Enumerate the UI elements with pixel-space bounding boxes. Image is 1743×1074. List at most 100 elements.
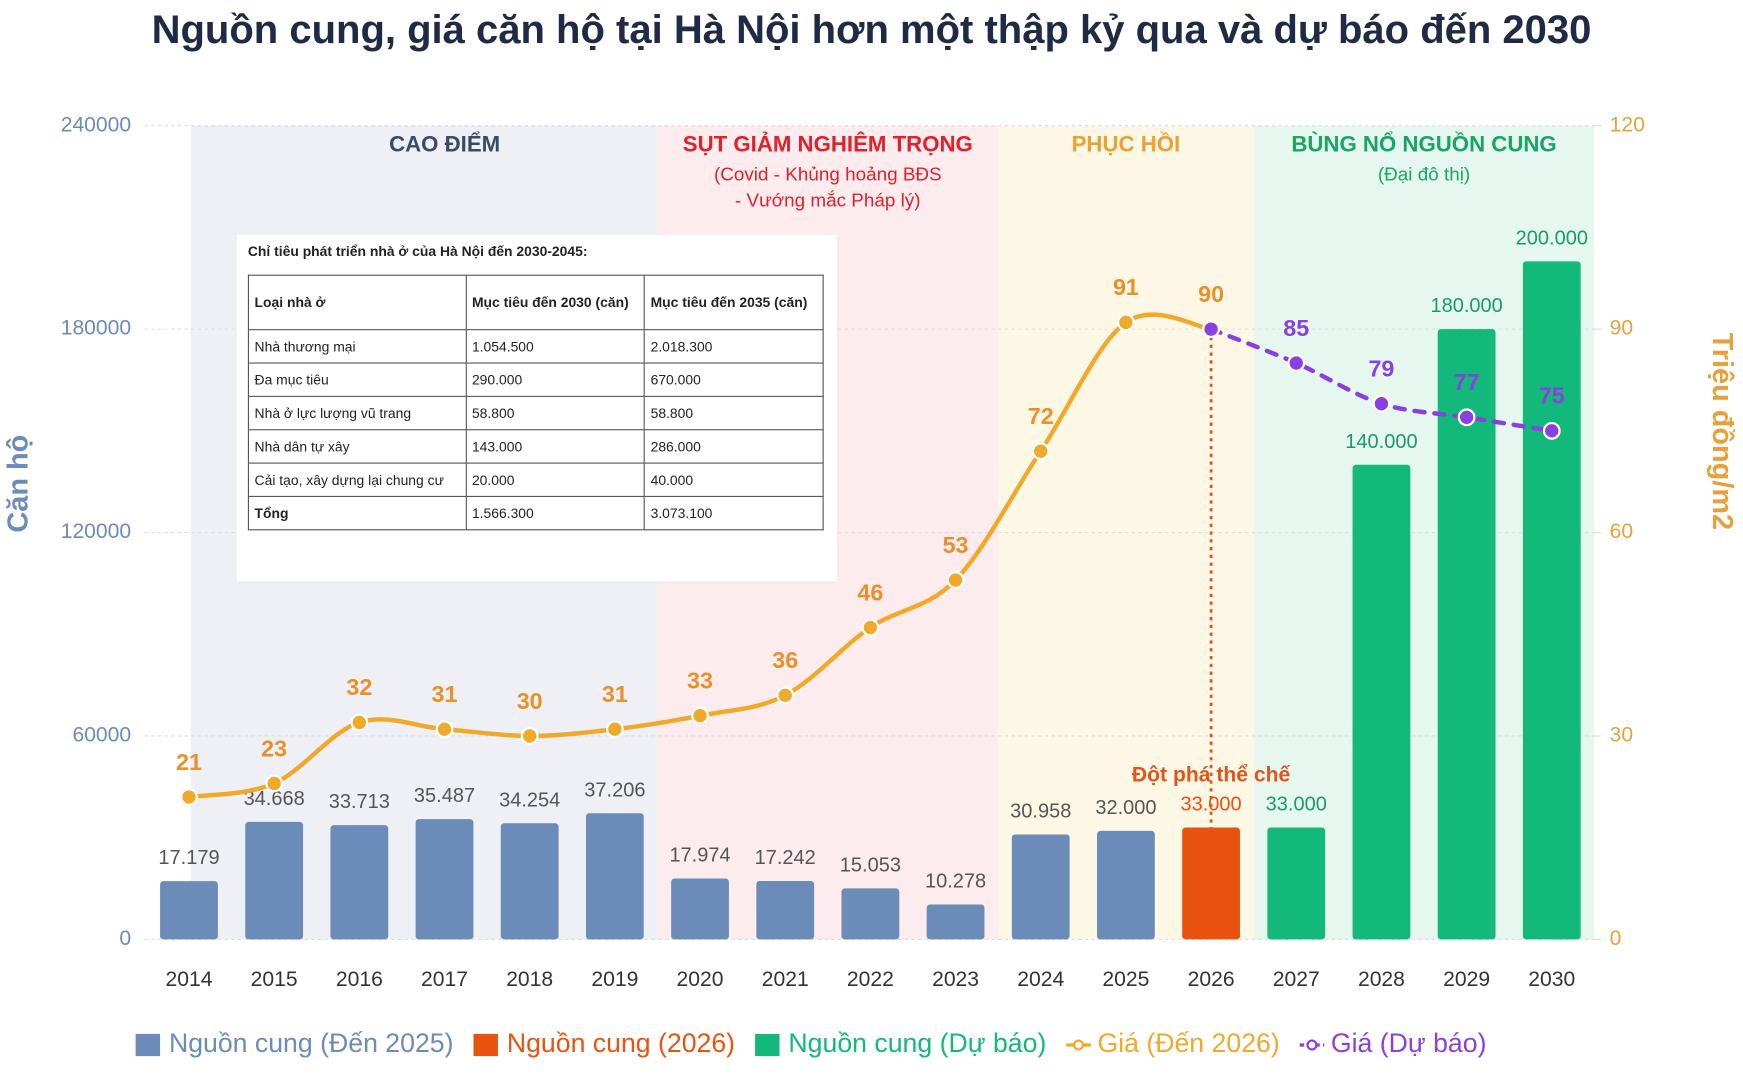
- bar: [1522, 261, 1581, 940]
- table-cell: 58.800: [643, 395, 824, 431]
- table-row: Cải tạo, xây dựng lại chung cư 20.000 40.0…: [247, 462, 824, 497]
- phase-note: - Vướng mắc Pháp lý): [735, 189, 921, 211]
- price-value-label: 75: [1539, 383, 1565, 409]
- price-point: [605, 720, 624, 739]
- price-point: [1457, 408, 1476, 427]
- price-point: [946, 571, 965, 589]
- table-cell: Nhà dân tự xây: [247, 429, 467, 464]
- x-tick-label: 2029: [1443, 968, 1490, 991]
- bar: [1437, 329, 1496, 940]
- x-tick-label: 2016: [336, 968, 383, 991]
- x-tick-label: 2023: [932, 968, 979, 991]
- x-tick-label: 2018: [506, 968, 553, 991]
- bar: [756, 880, 815, 940]
- bar: [1097, 830, 1155, 940]
- x-tick-label: 2017: [421, 968, 468, 991]
- x-tick-label: 2028: [1358, 968, 1405, 991]
- x-tick-label: 2027: [1273, 968, 1320, 991]
- price-value-label: 79: [1368, 356, 1394, 382]
- price-value-label: 23: [261, 735, 287, 761]
- price-point: [1542, 421, 1561, 440]
- price-point: [435, 720, 454, 739]
- y-tick-label: 60000: [72, 724, 131, 747]
- bar-value-label: 34.254: [499, 789, 560, 811]
- table-box: Chỉ tiêu phát triển nhà ở của Hà Nội đến…: [236, 234, 838, 582]
- bar-value-label: 33.000: [1266, 794, 1327, 816]
- bar: [245, 821, 304, 940]
- legend-swatch: [1306, 1039, 1318, 1051]
- bar-value-label: 17.974: [669, 845, 730, 867]
- price-point: [1372, 394, 1391, 413]
- table-cell: 3.073.100: [643, 495, 824, 531]
- legend-swatch: [755, 1033, 780, 1057]
- x-tick-label: 2024: [1017, 968, 1064, 991]
- price-value-label: 36: [772, 647, 798, 673]
- table-row: Nhà dân tự xây 143.000 286.000: [247, 429, 824, 464]
- legend-swatch: [1073, 1039, 1085, 1051]
- bar-value-label: 200.000: [1516, 227, 1588, 249]
- y-axis-title: Căn hộ: [3, 435, 35, 533]
- phase-title: BÙNG NỔ NGUỒN CUNG: [1291, 132, 1556, 157]
- bar: [926, 904, 985, 940]
- price-value-label: 90: [1198, 281, 1224, 307]
- price-point: [265, 774, 284, 793]
- bar-value-label: 140.000: [1345, 431, 1417, 453]
- x-tick-label: 2021: [762, 968, 809, 991]
- price-value-label: 31: [432, 681, 458, 707]
- price-point: [520, 727, 539, 745]
- x-tick-label: 2019: [591, 968, 638, 991]
- y-tick-label: 120000: [61, 520, 131, 543]
- bar-value-label: 17.179: [158, 847, 219, 869]
- price-value-label: 91: [1113, 274, 1139, 300]
- y-tick-label: 240000: [61, 113, 131, 136]
- bar-value-label: 32.000: [1095, 797, 1156, 819]
- table-cell: 286.000: [643, 429, 824, 464]
- legend-label: Giá (Dự báo): [1331, 1028, 1487, 1058]
- x-tick-label: 2022: [847, 968, 894, 991]
- x-tick-label: 2025: [1102, 968, 1149, 991]
- table-cell: Tổng: [247, 495, 467, 531]
- price-value-label: 31: [602, 681, 628, 707]
- chart-title: Nguồn cung, giá căn hộ tại Hà Nội hơn mộ…: [152, 8, 1592, 52]
- y-tick-label: 0: [119, 927, 131, 950]
- legend-label: Giá (Đến 2026): [1097, 1028, 1279, 1058]
- x-tick-label: 2026: [1188, 968, 1235, 991]
- legend-label: Nguồn cung (2026): [507, 1028, 735, 1058]
- table-cell: Đa mục tiêu: [247, 362, 467, 397]
- price-point: [1031, 442, 1050, 461]
- price-point: [776, 686, 795, 705]
- price-value-label: 53: [943, 532, 969, 558]
- bar: [500, 823, 559, 940]
- price-value-label: 33: [687, 667, 713, 693]
- table-cell: 143.000: [465, 429, 646, 464]
- bar: [1182, 827, 1240, 940]
- x-tick-label: 2020: [677, 968, 724, 991]
- phase-note: (Covid - Khủng hoảng BĐS: [714, 165, 942, 186]
- bar-value-label: 10.278: [925, 871, 986, 893]
- phase-title: SỤT GIẢM NGHIÊM TRỌNG: [683, 132, 973, 157]
- table: Loại nhà ở Mục tiêu đến 2030 (căn) Mục tiê…: [247, 274, 824, 531]
- bar-value-label: 33.713: [329, 791, 390, 813]
- table-row: Đa mục tiêu 290.000 670.000: [247, 362, 824, 397]
- y2-tick-label: 120: [1610, 113, 1645, 136]
- price-value-label: 32: [346, 674, 372, 700]
- table-cell: Nhà thương mại: [247, 329, 467, 364]
- bar-value-label: 180.000: [1430, 295, 1502, 317]
- bar: [841, 888, 900, 940]
- price-value-label: 85: [1283, 315, 1309, 341]
- y2-axis-title: Triệu đồng/m2: [1706, 333, 1738, 530]
- table-cell: 1.054.500: [465, 329, 646, 364]
- x-tick-label: 2014: [166, 968, 213, 991]
- y2-tick-label: 0: [1610, 927, 1622, 950]
- bar-value-label: 30.958: [1010, 800, 1071, 822]
- bar: [1352, 464, 1411, 940]
- price-point: [1287, 354, 1306, 372]
- table-cell: 20.000: [465, 462, 646, 497]
- bar: [1267, 827, 1326, 940]
- legend-label: Nguồn cung (Đến 2025): [169, 1028, 454, 1058]
- table-cell: 290.000: [465, 362, 646, 397]
- table-cell: 40.000: [643, 462, 824, 497]
- table-header-row: Loại nhà ở Mục tiêu đến 2030 (căn) Mục tiê…: [247, 274, 824, 331]
- table-cell: Nhà ở lực lượng vũ trang: [247, 395, 467, 431]
- price-point: [1202, 320, 1220, 339]
